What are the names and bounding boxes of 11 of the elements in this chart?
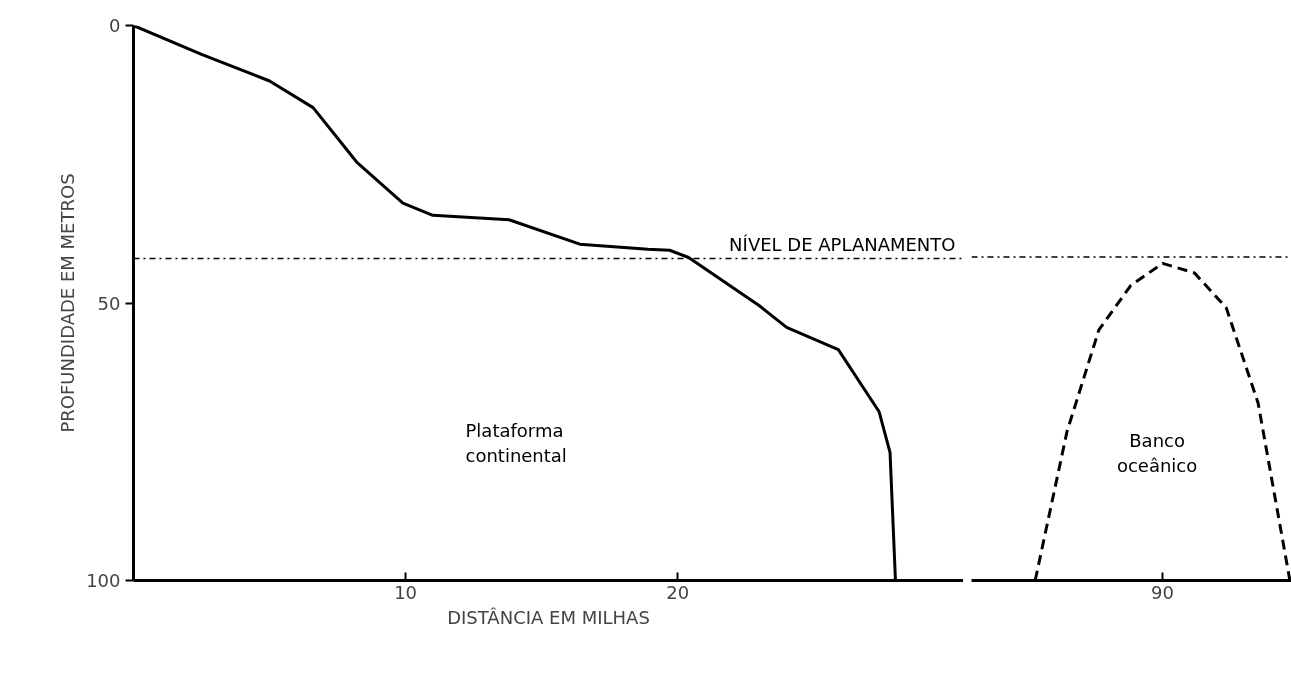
x-tick-label: 10 xyxy=(394,581,418,603)
text: 90 xyxy=(1151,581,1174,603)
y-tick-label: 50 xyxy=(97,292,121,314)
y-tick-label: 100 xyxy=(86,570,121,591)
ref-line-label: NÍVEL DE APLANAMENTO xyxy=(729,233,956,255)
annotation: Banco oceânico xyxy=(1116,429,1198,477)
y-axis-title: PROFUNDIDADE EM METROS xyxy=(57,173,79,433)
x-tick-label: 20 xyxy=(666,581,690,603)
annotation: Plataforma continental xyxy=(465,419,567,467)
x-axis-title: DISTÂNCIA EM MILHAS xyxy=(447,606,650,628)
y-tick-label: 0 xyxy=(109,15,121,36)
